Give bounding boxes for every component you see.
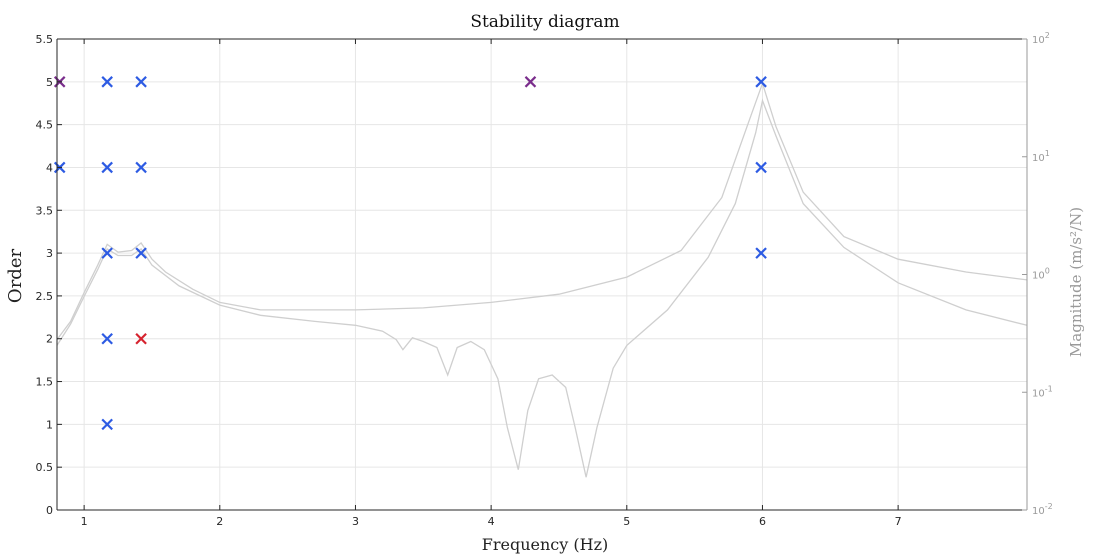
y-tick-label: 2	[46, 333, 53, 346]
y-tick-label: 5	[46, 76, 53, 89]
x-tick-label: 7	[895, 515, 902, 528]
x-tick-label: 4	[488, 515, 495, 528]
y2-tick-label: 100	[1032, 267, 1050, 282]
grid-lines	[57, 38, 1027, 511]
y-tick-label: 3	[46, 247, 53, 260]
x-tick-label: 1	[81, 515, 88, 528]
x-tick-label: 6	[759, 515, 766, 528]
y2-tick-label: 10-1	[1032, 384, 1053, 399]
y-tick-label: 3.5	[36, 204, 54, 217]
y-tick-label: 1	[46, 418, 53, 431]
stability-marker-purple	[524, 76, 537, 88]
stability-marker-blue	[101, 332, 113, 345]
y-tick-label: 0	[46, 504, 53, 517]
y2-tick-label: 102	[1032, 31, 1050, 46]
frf-curve-1	[56, 81, 1028, 340]
y-tick-label: 4.5	[36, 119, 54, 132]
y-axis-label: Order	[5, 249, 26, 304]
stability-marker-blue	[135, 161, 147, 174]
x-tick-label: 5	[623, 515, 630, 528]
x-tick-label: 3	[352, 515, 359, 528]
stability-marker-blue	[101, 76, 113, 88]
y-tick-label: 2.5	[36, 290, 54, 303]
stability-marker-blue	[135, 76, 147, 88]
y2-tick-label: 10-2	[1032, 502, 1053, 517]
frf-curves	[56, 81, 1028, 478]
chart-title: Stability diagram	[470, 12, 619, 32]
y-tick-label: 1.5	[36, 376, 54, 389]
right-y-axis-label: Magnitude (m/s²/N)	[1067, 207, 1085, 357]
y-tick-label: 5.5	[36, 33, 54, 46]
stability-marker-blue	[755, 76, 767, 88]
stability-marker-red	[135, 332, 147, 345]
stability-marker-blue	[755, 161, 767, 174]
axes	[56, 38, 1028, 511]
y-tick-label: 0.5	[36, 461, 54, 474]
tick-labels: 1 2 3 4 5 6 7 0 0.5 1 1.5 2 2.5 3 3.5 4 4.5 5 5.5 10-2 10-1 1…	[36, 31, 1053, 528]
frf-curve-2	[56, 98, 1028, 478]
y2-tick-label: 101	[1032, 149, 1050, 164]
y-tick-label: 4	[46, 161, 53, 174]
stability-marker-blue	[101, 247, 113, 259]
stability-marker-blue	[135, 247, 147, 259]
stability-marker-blue	[101, 418, 113, 431]
x-tick-label: 2	[216, 515, 223, 528]
x-axis-label: Frequency (Hz)	[482, 535, 609, 554]
stability-marker-blue	[755, 247, 767, 259]
stability-marker-blue	[101, 161, 113, 174]
